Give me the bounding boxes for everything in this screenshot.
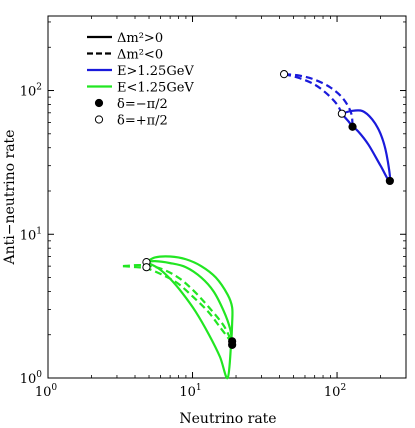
x-tick-label: 101 xyxy=(179,383,201,400)
x-tick-label: 100 xyxy=(35,383,58,400)
low-energy-normal-curve xyxy=(145,255,234,380)
legend-label: Δm²>0 xyxy=(117,31,163,46)
legend-open-marker xyxy=(94,115,104,124)
legend-label: E>1.25GeV xyxy=(117,64,194,79)
y-tick-label: 101 xyxy=(20,226,42,243)
legend-label: Δm²<0 xyxy=(117,48,163,63)
high-energy-normal-curve xyxy=(341,109,392,183)
y-axis-label: Anti−neutrino rate xyxy=(2,130,18,266)
delta-plus-marker xyxy=(142,263,151,272)
data-curves xyxy=(122,73,392,380)
delta-minus-marker xyxy=(228,340,237,349)
axis-ticks: 100 101 102 100 101 102 xyxy=(20,16,407,400)
y-tick-label: 100 xyxy=(20,370,43,387)
legend-label: δ=+π/2 xyxy=(117,114,168,129)
high-energy-inverted-curve xyxy=(283,73,343,115)
low-energy-inverted-curve xyxy=(122,264,234,344)
low-energy-normal-curve xyxy=(146,260,234,344)
low-energy-inverted-curve xyxy=(122,265,234,344)
data-markers xyxy=(142,70,394,349)
delta-minus-marker xyxy=(385,176,394,186)
legend-label: δ=−π/2 xyxy=(117,97,168,112)
delta-plus-marker xyxy=(279,70,289,79)
x-tick-label: 102 xyxy=(324,383,346,400)
legend-filled-marker xyxy=(94,98,104,108)
delta-minus-marker xyxy=(348,122,357,131)
high-energy-inverted-curve xyxy=(283,73,354,127)
delta-plus-marker xyxy=(337,109,346,118)
x-axis-label: Neutrino rate xyxy=(179,411,276,427)
y-tick-label: 102 xyxy=(20,83,42,100)
legend-label: E<1.25GeV xyxy=(117,81,194,96)
